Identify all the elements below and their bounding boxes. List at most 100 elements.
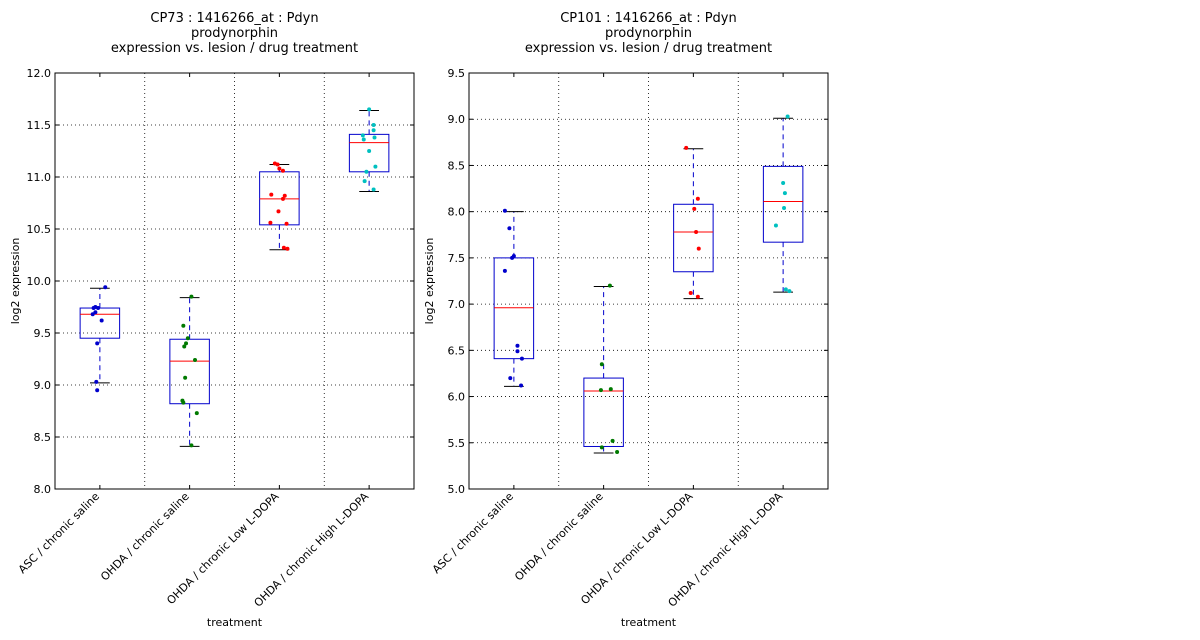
data-point xyxy=(182,344,187,349)
data-point xyxy=(502,208,507,213)
data-point xyxy=(684,145,689,150)
x-axis-label: treatment xyxy=(621,616,677,629)
box-iqr xyxy=(673,203,714,273)
y-tick-label: 10.0 xyxy=(27,275,52,288)
data-point xyxy=(373,164,378,169)
data-point xyxy=(695,294,700,299)
data-point xyxy=(782,191,787,196)
data-point xyxy=(194,411,199,416)
y-tick-label: 9.5 xyxy=(34,327,52,340)
data-point xyxy=(362,179,367,184)
data-point xyxy=(189,443,194,448)
data-point xyxy=(610,438,615,443)
data-point xyxy=(507,226,512,231)
box-plot-group xyxy=(169,294,210,448)
data-point xyxy=(515,343,520,348)
data-point xyxy=(510,255,515,260)
data-point xyxy=(277,166,282,171)
box-plot-group xyxy=(673,145,714,300)
y-tick-label: 10.5 xyxy=(27,223,52,236)
data-point xyxy=(519,383,524,388)
x-axis-label: treatment xyxy=(207,616,263,629)
y-tick-label: 5.0 xyxy=(448,483,466,496)
data-point xyxy=(281,245,286,250)
box-iqr xyxy=(169,338,210,405)
y-tick-label: 12.0 xyxy=(27,67,52,80)
data-point xyxy=(371,123,376,127)
y-axis-label: log2 expression xyxy=(423,238,436,325)
chart-title-line: CP101 : 1416266_at : Pdyn xyxy=(560,11,737,26)
data-point xyxy=(185,336,190,341)
y-tick-label: 9.0 xyxy=(448,113,466,126)
data-point xyxy=(361,137,366,142)
y-tick-label: 9.5 xyxy=(448,67,466,80)
data-point xyxy=(599,445,604,450)
box-plot-group xyxy=(79,285,121,393)
data-point xyxy=(519,356,524,361)
box-plot-group xyxy=(493,208,535,388)
data-point xyxy=(284,221,289,226)
chart-title-line: prodynorphin xyxy=(191,26,278,41)
data-point xyxy=(91,306,96,311)
box-plot-group xyxy=(583,283,624,455)
x-tick-label: OHDA / chronic saline xyxy=(512,490,606,584)
box-iqr xyxy=(348,133,390,173)
box-iqr xyxy=(762,165,804,243)
box-iqr xyxy=(79,307,121,339)
box-plot-group xyxy=(259,161,300,251)
data-point xyxy=(269,192,274,197)
data-point xyxy=(785,114,790,119)
y-tick-label: 7.5 xyxy=(448,252,466,265)
data-point xyxy=(695,196,700,201)
y-tick-label: 7.0 xyxy=(448,298,466,311)
chart-title-line: CP73 : 1416266_at : Pdyn xyxy=(150,11,318,26)
data-point xyxy=(371,187,376,192)
x-tick-label: ASC / chronic saline xyxy=(16,490,102,576)
data-point xyxy=(103,285,108,290)
data-point xyxy=(787,289,792,294)
y-tick-label: 6.5 xyxy=(448,344,466,357)
x-tick-label: OHDA / chronic saline xyxy=(98,490,192,584)
box-iqr xyxy=(583,377,624,447)
box-iqr xyxy=(259,171,300,226)
data-point xyxy=(781,181,786,186)
data-point xyxy=(372,135,377,140)
data-point xyxy=(193,358,198,363)
data-point xyxy=(360,133,365,138)
data-point xyxy=(599,362,604,367)
data-point xyxy=(280,196,285,201)
data-point xyxy=(694,230,699,235)
data-point xyxy=(189,294,194,299)
data-point xyxy=(99,318,104,323)
data-point xyxy=(696,246,701,251)
axes-frame xyxy=(468,72,829,490)
y-tick-label: 8.5 xyxy=(34,431,52,444)
data-point xyxy=(783,287,788,292)
data-point xyxy=(692,206,697,211)
data-point xyxy=(508,376,513,381)
data-point xyxy=(184,341,189,346)
data-point xyxy=(502,268,507,273)
data-point xyxy=(95,388,100,393)
data-point xyxy=(95,341,100,346)
data-point xyxy=(688,291,693,296)
chart-panel-cp101: CP101 : 1416266_at : Pdynprodynorphinexp… xyxy=(423,11,829,629)
data-point xyxy=(607,283,612,288)
data-point xyxy=(276,209,281,214)
data-point xyxy=(608,387,613,392)
box-plot-group xyxy=(348,107,390,193)
chart-title-line: expression vs. lesion / drug treatment xyxy=(111,41,358,56)
data-point xyxy=(371,128,376,133)
data-point xyxy=(782,205,787,210)
y-tick-label: 11.5 xyxy=(27,119,52,132)
box-plot-group xyxy=(762,114,804,294)
data-point xyxy=(280,168,285,173)
chart-title-line: expression vs. lesion / drug treatment xyxy=(525,41,772,56)
data-point xyxy=(515,349,520,354)
data-point xyxy=(275,162,280,167)
chart-title-line: prodynorphin xyxy=(605,26,692,41)
data-point xyxy=(285,246,290,251)
y-tick-label: 11.0 xyxy=(27,171,52,184)
y-tick-label: 8.5 xyxy=(448,159,466,172)
